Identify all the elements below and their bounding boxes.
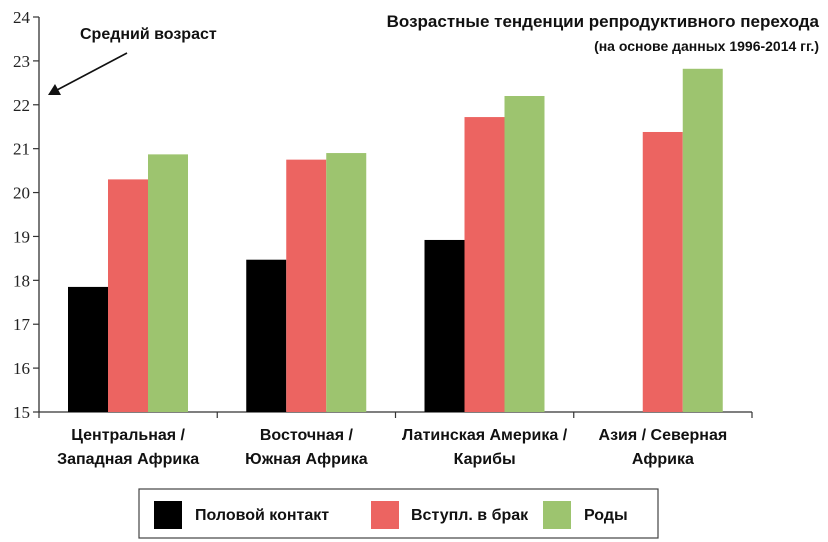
x-category-label: Африка xyxy=(632,451,694,468)
bar xyxy=(326,153,367,413)
x-category-label: Восточная / xyxy=(260,427,354,444)
x-category-label: Латинская Америка / xyxy=(402,427,568,444)
legend-swatch xyxy=(154,501,182,529)
x-category-label: Западная Африка xyxy=(57,451,199,468)
bar xyxy=(682,68,723,413)
y-tick-label: 19 xyxy=(13,227,30,246)
bars xyxy=(68,68,723,413)
bar xyxy=(642,131,683,412)
y-tick-label: 21 xyxy=(13,140,30,159)
bar xyxy=(246,259,287,412)
chart-title: Возрастные тенденции репродуктивного пер… xyxy=(387,12,820,31)
bar xyxy=(108,179,148,412)
y-tick-label: 16 xyxy=(13,359,30,378)
legend: Половой контакт Вступл. в брак Роды xyxy=(138,488,659,539)
y-axis-label: Средний возраст xyxy=(80,26,217,43)
bar xyxy=(424,239,465,412)
x-category-label: Центральная / xyxy=(71,427,185,444)
labels: Центральная / Западная Африка Восточная / Ю… xyxy=(57,427,727,468)
bar xyxy=(68,286,108,412)
bar xyxy=(504,96,545,412)
y-tick-label: 17 xyxy=(13,315,31,334)
x-category-label: Карибы xyxy=(454,451,516,468)
legend-label: Роды xyxy=(584,507,628,524)
y-axis-label-arrow-icon xyxy=(48,52,128,95)
y-tick-label: 22 xyxy=(13,96,30,115)
y-tick-label: 23 xyxy=(13,52,30,71)
chart-subtitle: (на основе данных 1996-2014 гг.) xyxy=(594,38,819,54)
x-category-label: Азия / Северная xyxy=(599,427,728,444)
bar xyxy=(148,154,188,412)
y-tick-label: 18 xyxy=(13,271,30,290)
legend-label: Вступл. в брак xyxy=(411,507,529,524)
legend-swatch xyxy=(371,501,399,529)
bar xyxy=(464,117,505,413)
legend-label: Половой контакт xyxy=(195,507,329,524)
legend-swatch xyxy=(543,501,571,529)
y-tick-label: 15 xyxy=(13,403,30,422)
y-tick-label: 20 xyxy=(13,184,30,203)
y-tick-label: 24 xyxy=(13,8,31,27)
bar xyxy=(286,159,327,412)
x-category-label: Южная Африка xyxy=(245,451,368,468)
